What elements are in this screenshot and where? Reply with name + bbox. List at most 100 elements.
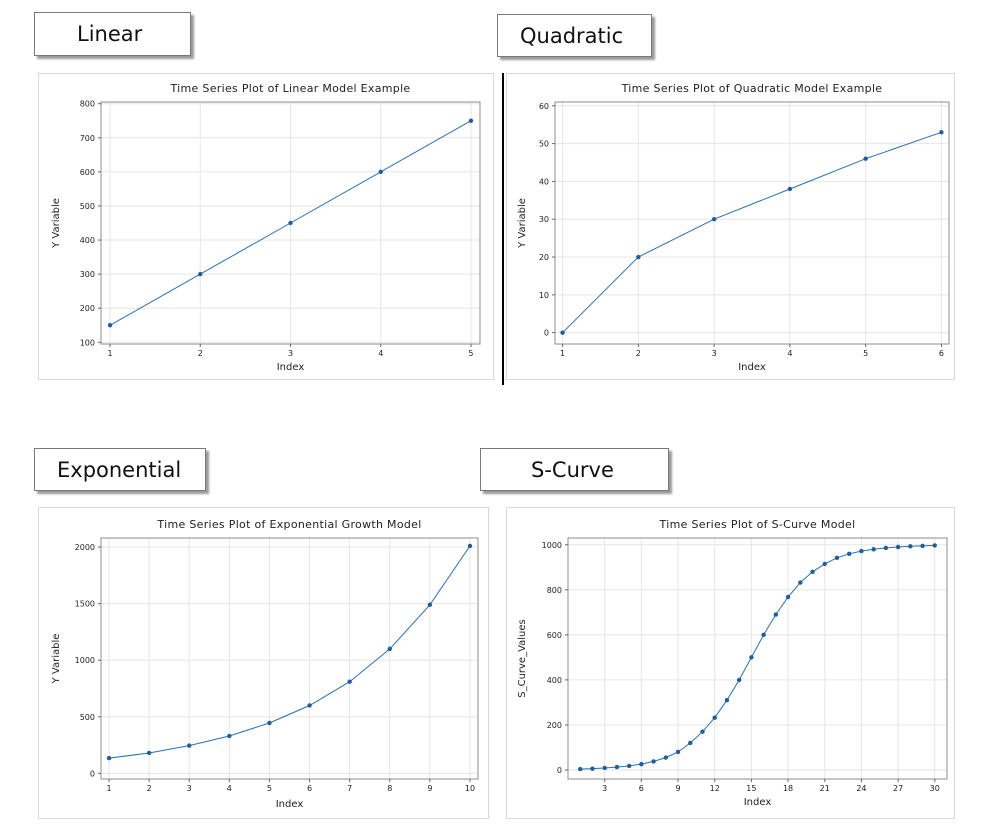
- linear-data-point: [378, 169, 383, 175]
- scurve-x-tick-label: 15: [746, 784, 756, 793]
- scurve-chart-panel: 3 6 9 12 15 18 21 24 27 30 0 200 400 600 800 1000 Time S…: [506, 507, 955, 819]
- scurve-x-tick-label: 18: [783, 784, 793, 793]
- scurve-data-point: [688, 740, 693, 746]
- exponential-data-point: [467, 543, 473, 549]
- exponential-x-axis-label: Index: [276, 799, 304, 810]
- quadratic-y-tick-label: 20: [539, 253, 549, 262]
- linear-x-tick-label: 2: [198, 349, 203, 358]
- linear-x-tick-label: 4: [378, 349, 383, 358]
- quadratic-header: Quadratic: [497, 14, 652, 57]
- scurve-y-tick-label: 400: [547, 676, 562, 685]
- scurve-data-point: [834, 555, 840, 561]
- exponential-data-point: [307, 703, 312, 708]
- exponential-y-tick-label: 1000: [75, 656, 95, 665]
- linear-x-axis-label: Index: [277, 362, 305, 373]
- scurve-y-tick-label: 0: [557, 766, 562, 775]
- scurve-data-point: [590, 766, 595, 771]
- exponential-x-tick-label: 2: [147, 784, 152, 793]
- quadratic-x-tick-label: 3: [712, 349, 717, 358]
- exponential-x-tick-label: 4: [227, 784, 232, 793]
- scurve-x-tick-label: 9: [675, 784, 680, 793]
- scurve-data-point: [651, 759, 656, 764]
- scurve-data-point: [675, 749, 681, 755]
- scurve-x-tick-label: 24: [856, 784, 866, 793]
- scurve-data-point: [602, 765, 607, 771]
- exponential-x-tick-label: 7: [347, 784, 352, 793]
- exponential-y-tick-label: 1500: [75, 600, 95, 609]
- scurve-y-tick-label: 200: [547, 721, 562, 730]
- quadratic-data-point: [787, 186, 793, 192]
- scurve-x-tick-label: 21: [820, 784, 830, 793]
- quadratic-y-tick-label: 30: [539, 215, 549, 224]
- linear-y-tick-label: 200: [80, 304, 95, 313]
- linear-data-point: [107, 323, 113, 328]
- scurve-series-line: [580, 544, 935, 770]
- quadratic-y-tick-label: 60: [539, 102, 549, 111]
- linear-y-tick-label: 800: [80, 100, 95, 109]
- quadratic-y-tick-label: 0: [544, 329, 549, 338]
- quadratic-data-point: [560, 330, 565, 335]
- linear-y-tick-label: 700: [80, 134, 95, 143]
- quadratic-y-tick-label: 40: [539, 177, 549, 186]
- scurve-data-point: [736, 677, 742, 683]
- scurve-data-point: [920, 543, 925, 549]
- exponential-data-point: [227, 733, 232, 739]
- scurve-data-point: [846, 551, 852, 556]
- quadratic-x-tick-label: 1: [560, 349, 565, 358]
- linear-y-axis-label: Y Variable: [51, 198, 62, 249]
- scurve-y-tick-label: 1000: [542, 541, 562, 550]
- scurve-data-point: [712, 715, 717, 720]
- scurve-data-point: [798, 580, 803, 585]
- linear-chart-title: Time Series Plot of Linear Model Example: [170, 82, 411, 95]
- scurve-data-point: [822, 561, 827, 567]
- quadratic-chart-panel: 1 2 3 4 5 6 0 10 20 30 40 50 60 Time Series Plot of Q…: [506, 73, 955, 380]
- scurve-data-point: [871, 547, 876, 552]
- quadratic-x-tick-label: 4: [787, 349, 792, 358]
- linear-y-tick-label: 600: [80, 168, 95, 177]
- scurve-y-axis-label: S_Curve_Values: [517, 619, 528, 698]
- linear-y-tick-label: 500: [80, 202, 95, 211]
- scurve-x-tick-label: 3: [602, 784, 607, 793]
- exponential-data-point: [347, 679, 352, 684]
- scurve-y-tick-label: 600: [547, 631, 562, 640]
- quadratic-x-tick-label: 6: [939, 349, 944, 358]
- quadratic-x-tick-label: 5: [863, 349, 868, 358]
- scurve-data-point: [785, 594, 791, 600]
- scurve-data-point: [859, 548, 864, 554]
- scurve-data-point: [749, 655, 754, 660]
- scurve-data-point: [663, 755, 669, 760]
- quadratic-y-tick-label: 10: [539, 291, 549, 300]
- quadratic-y-axis-label: Y Variable: [517, 198, 528, 249]
- quadratic-data-point: [711, 217, 717, 222]
- exponential-data-point: [187, 743, 192, 748]
- scurve-data-point: [895, 544, 901, 550]
- linear-header: Linear: [34, 12, 191, 56]
- linear-data-point: [288, 220, 293, 226]
- exponential-y-tick-label: 0: [90, 769, 95, 778]
- exponential-x-tick-label: 1: [106, 784, 111, 793]
- linear-x-tick-label: 3: [288, 349, 293, 358]
- exponential-y-axis-label: Y Variable: [51, 634, 62, 685]
- linear-chart-panel: 1 2 3 4 5 100 200 300 400 500 600 700 800 Time Series…: [38, 73, 494, 380]
- vertical-divider: [502, 73, 504, 385]
- scurve-data-point: [614, 764, 620, 770]
- scurve-data-point: [639, 761, 644, 767]
- linear-y-tick-label: 400: [80, 236, 95, 245]
- scurve-header: S-Curve: [480, 448, 669, 491]
- exponential-chart-panel: 1 2 3 4 5 6 7 8 9 10 0 500 1000 1500 2000 Time Series P…: [38, 507, 489, 819]
- exponential-data-point: [387, 646, 392, 652]
- scurve-data-point: [908, 544, 913, 549]
- exponential-x-tick-label: 8: [387, 784, 392, 793]
- linear-data-point: [468, 118, 474, 123]
- linear-y-tick-label: 300: [80, 270, 95, 279]
- scurve-data-point: [724, 697, 730, 703]
- scurve-data-point: [773, 612, 779, 617]
- quadratic-data-point: [939, 130, 944, 135]
- scurve-x-tick-label: 30: [930, 784, 940, 793]
- quadratic-chart-title: Time Series Plot of Quadratic Model Exam…: [621, 82, 883, 95]
- scurve-data-point: [761, 632, 766, 638]
- quadratic-series-line: [562, 131, 942, 334]
- linear-chart: 1 2 3 4 5 100 200 300 400 500 600 700 800 Time Series…: [51, 82, 481, 373]
- exponential-header: Exponential: [34, 448, 206, 491]
